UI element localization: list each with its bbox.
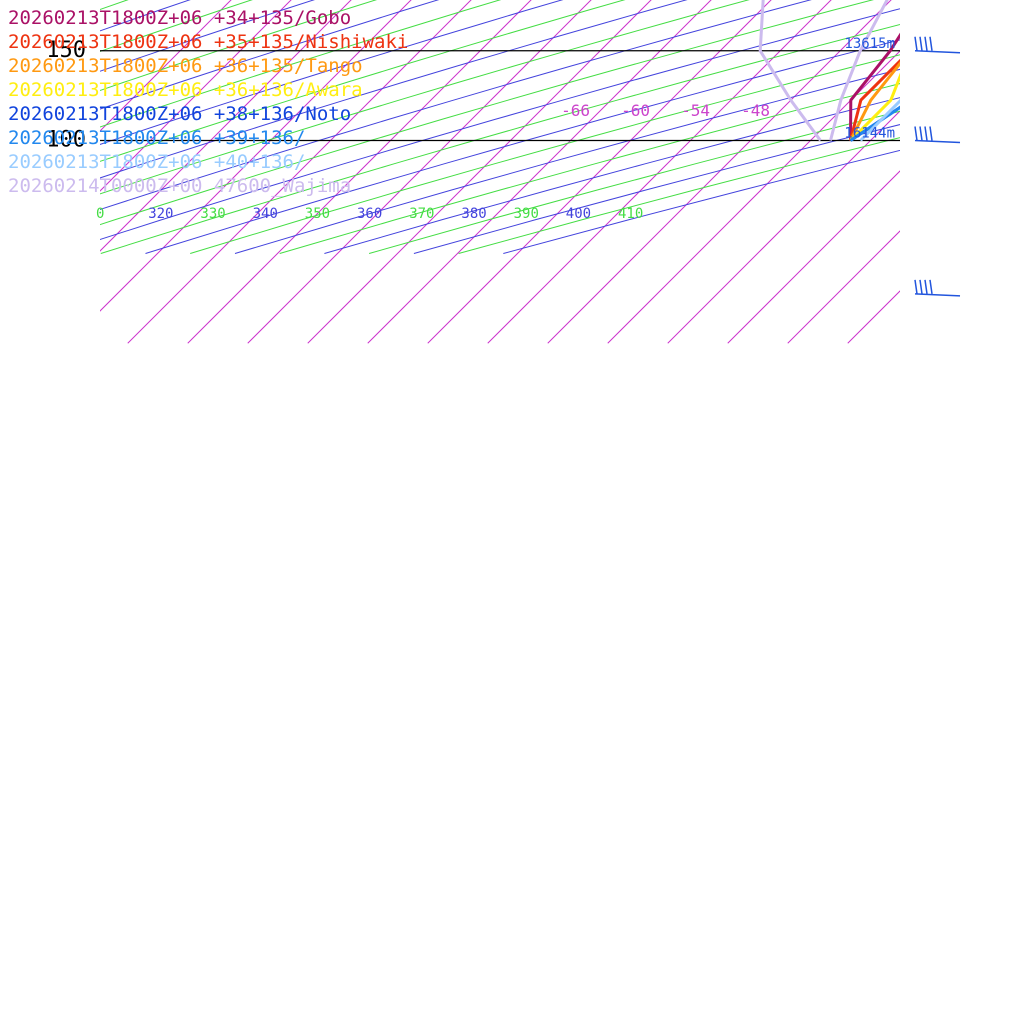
height-label: 13615m — [844, 36, 895, 52]
theta-label: 410 — [618, 206, 643, 222]
theta-label: 360 — [357, 206, 382, 222]
legend-entry: 20260213T1800Z+06 +34+135/Gobo — [8, 7, 351, 29]
isotherm-line — [487, 0, 832, 344]
isotherm-line — [307, 0, 652, 344]
legend-entry: 20260213T1800Z+06 +38+136/Noto — [8, 103, 351, 125]
isotherm-line — [968, 0, 1024, 343]
theta-label: 350 — [305, 206, 330, 222]
series-layer — [758, 0, 900, 142]
upper-isotherm-label: -48 — [741, 101, 770, 120]
upper-isotherm-label: -60 — [621, 101, 650, 120]
isobar-layer — [100, 50, 900, 142]
theta-label: 330 — [200, 206, 225, 222]
grid-layer — [100, 0, 1024, 344]
isotherm-line — [100, 0, 412, 312]
isotherm-line — [427, 0, 772, 344]
height-label: 16144m — [844, 126, 895, 142]
isotherm-line — [607, 50, 900, 344]
isotherm-line — [787, 230, 900, 344]
theta-label: 340 — [253, 206, 278, 222]
wind-barb — [914, 279, 961, 297]
legend-entry: 20260213T1800Z+06 +40+136/ — [8, 151, 305, 173]
wind-barbs — [914, 36, 961, 297]
isotherm-line — [667, 110, 900, 344]
pressure-label: 100 — [46, 128, 86, 153]
theta-label: 390 — [514, 206, 539, 222]
dewpoint-line — [758, 0, 822, 142]
theta-label: 370 — [409, 206, 434, 222]
series-group — [849, 32, 900, 141]
series-group — [859, 98, 900, 142]
theta-label: 320 — [148, 206, 173, 222]
legend-entry: 20260213T1800Z+06 +36+135/Tango — [8, 55, 363, 77]
temperature-line — [829, 0, 889, 141]
wind-barb — [914, 36, 961, 54]
upper-isotherm-label: -54 — [681, 101, 710, 120]
temperature-line — [849, 32, 900, 141]
wind-barb — [914, 126, 961, 144]
upper-isotherm-label: -66 — [561, 101, 590, 120]
isotherm-line — [727, 170, 900, 344]
isotherm-line — [187, 0, 532, 344]
legend-entry: 20260214T0000Z+00 47600_Wajima — [8, 175, 351, 197]
legend-entry: 20260213T1800Z+06 +36+136/Awara — [8, 79, 363, 101]
isotherm-line — [247, 0, 592, 344]
theta-label: 400 — [566, 206, 591, 222]
legend: 20260213T1800Z+06 +34+135/Gobo20260213T1… — [8, 7, 408, 197]
isotherm-line — [547, 0, 892, 344]
series-group — [758, 0, 889, 142]
theta-label: 380 — [461, 206, 486, 222]
temperature-line — [859, 98, 900, 142]
pressure-label: 150 — [46, 38, 86, 63]
label-layer: 10016144m15013615m20011774m25010319m3009… — [46, 36, 895, 222]
isotherm-line — [127, 0, 472, 344]
isotherm-line — [100, 0, 352, 252]
dry-adiabat-line — [458, 137, 900, 254]
legend-entry: 20260213T1800Z+06 +39+136/ — [8, 127, 305, 149]
isotherm-line — [367, 0, 712, 344]
legend-entry: 20260213T1800Z+06 +35+135/Nishiwaki — [8, 31, 408, 53]
theta-label: 0 — [96, 206, 104, 222]
